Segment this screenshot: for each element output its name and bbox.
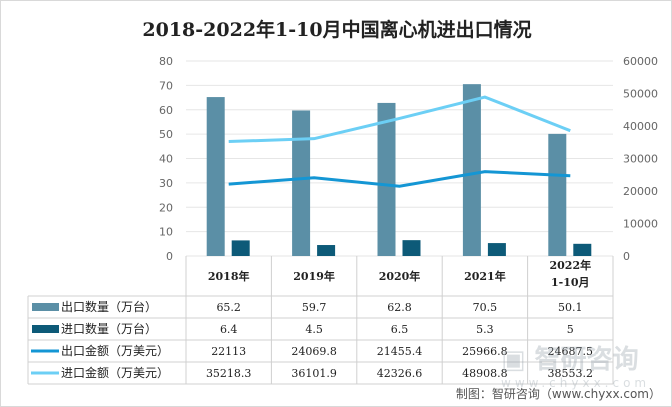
- data-cell: 21455.4: [377, 345, 423, 358]
- category-label: 2021年: [464, 269, 506, 283]
- data-cell: 22113: [211, 345, 246, 358]
- legend-label: 出口数量（万台）: [61, 299, 157, 314]
- data-cell: 36101.9: [291, 367, 337, 380]
- data-cell: 25966.8: [462, 345, 508, 358]
- data-cell: 24069.8: [291, 345, 337, 358]
- bar-export-qty: [292, 110, 311, 256]
- data-cell: 5: [567, 323, 574, 336]
- data-cell: 48908.8: [462, 367, 508, 380]
- legend-label: 出口金额（万美元）: [61, 343, 169, 358]
- y-left-tick: 30: [159, 177, 173, 190]
- bar-import-qty: [402, 240, 421, 256]
- y-left-tick: 50: [159, 128, 173, 141]
- legend-label: 进口金额（万美元）: [61, 365, 169, 380]
- legend-swatch: [32, 325, 59, 333]
- y-right-tick: 60000: [623, 55, 658, 68]
- y-left-tick: 60: [159, 104, 173, 117]
- y-right-tick: 50000: [623, 88, 658, 101]
- y-right-tick: 30000: [623, 153, 658, 166]
- y-left-tick: 10: [159, 226, 173, 239]
- bar-import-qty: [573, 243, 592, 256]
- category-label: 2019年: [293, 269, 335, 283]
- y-left-tick: 70: [159, 79, 173, 92]
- data-cell: 50.1: [558, 301, 583, 314]
- category-label: 2022年: [549, 258, 591, 272]
- category-label: 2020年: [379, 269, 421, 283]
- data-cell: 4.5: [305, 323, 323, 336]
- data-cell: 42326.6: [377, 367, 423, 380]
- bar-export-qty: [548, 133, 567, 256]
- data-cell: 65.2: [216, 301, 241, 314]
- data-cell: 59.7: [302, 301, 327, 314]
- bar-import-qty: [487, 243, 506, 256]
- y-right-tick: 10000: [623, 218, 658, 231]
- bar-import-qty: [317, 245, 336, 256]
- y-left-tick: 80: [159, 55, 173, 68]
- source-note: 制图：智研咨询（www.chyxx.com）: [455, 387, 661, 401]
- y-left-tick: 40: [159, 153, 173, 166]
- watermark-text: 智研咨询: [534, 345, 639, 375]
- category-label: 1-10月: [551, 276, 590, 289]
- y-right-tick: 20000: [623, 185, 658, 198]
- data-cell: 62.8: [387, 301, 412, 314]
- data-cell: 70.5: [473, 301, 498, 314]
- data-cell: 24687.5: [548, 345, 594, 358]
- line-export-value: [228, 170, 571, 188]
- data-cell: 6.4: [220, 323, 238, 336]
- bar-export-qty: [462, 84, 481, 256]
- y-left-tick: 0: [166, 250, 173, 263]
- data-cell: 35218.3: [206, 367, 252, 380]
- legend-swatch: [32, 303, 59, 311]
- watermark-logo: ▣ 智研咨询 www.chyxx.com: [501, 345, 651, 390]
- y-right-tick: 40000: [623, 120, 658, 133]
- y-left-tick: 20: [159, 201, 173, 214]
- data-cell: 6.5: [391, 323, 409, 336]
- data-cell: 5.3: [476, 323, 494, 336]
- y-right-tick: 0: [623, 250, 630, 263]
- category-label: 2018年: [208, 269, 250, 283]
- legend-label: 进口数量（万台）: [61, 321, 157, 336]
- bar-import-qty: [231, 240, 250, 256]
- bar-export-qty: [206, 97, 225, 256]
- data-cell: 38553.2: [548, 367, 594, 380]
- bar-export-qty: [377, 102, 396, 256]
- watermark-url: www.chyxx.com: [501, 376, 651, 390]
- chart-title: 2018-2022年1-10月中国离心机进出口情况: [142, 19, 532, 41]
- line-import-value: [228, 95, 571, 144]
